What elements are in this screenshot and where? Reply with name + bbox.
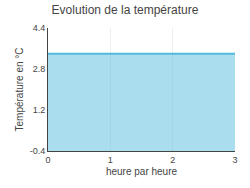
svg-text:1: 1 [108,155,113,165]
svg-text:Température en °C: Température en °C [14,47,25,131]
svg-text:4.4: 4.4 [33,23,46,33]
svg-text:0: 0 [45,155,50,165]
svg-text:Evolution de la température: Evolution de la température [52,3,199,17]
svg-text:2.8: 2.8 [33,64,46,74]
svg-text:1.2: 1.2 [33,105,46,115]
svg-text:3: 3 [232,155,237,165]
svg-text:heure par heure: heure par heure [106,166,178,177]
svg-text:-0.4: -0.4 [30,146,46,156]
svg-text:2: 2 [170,155,175,165]
